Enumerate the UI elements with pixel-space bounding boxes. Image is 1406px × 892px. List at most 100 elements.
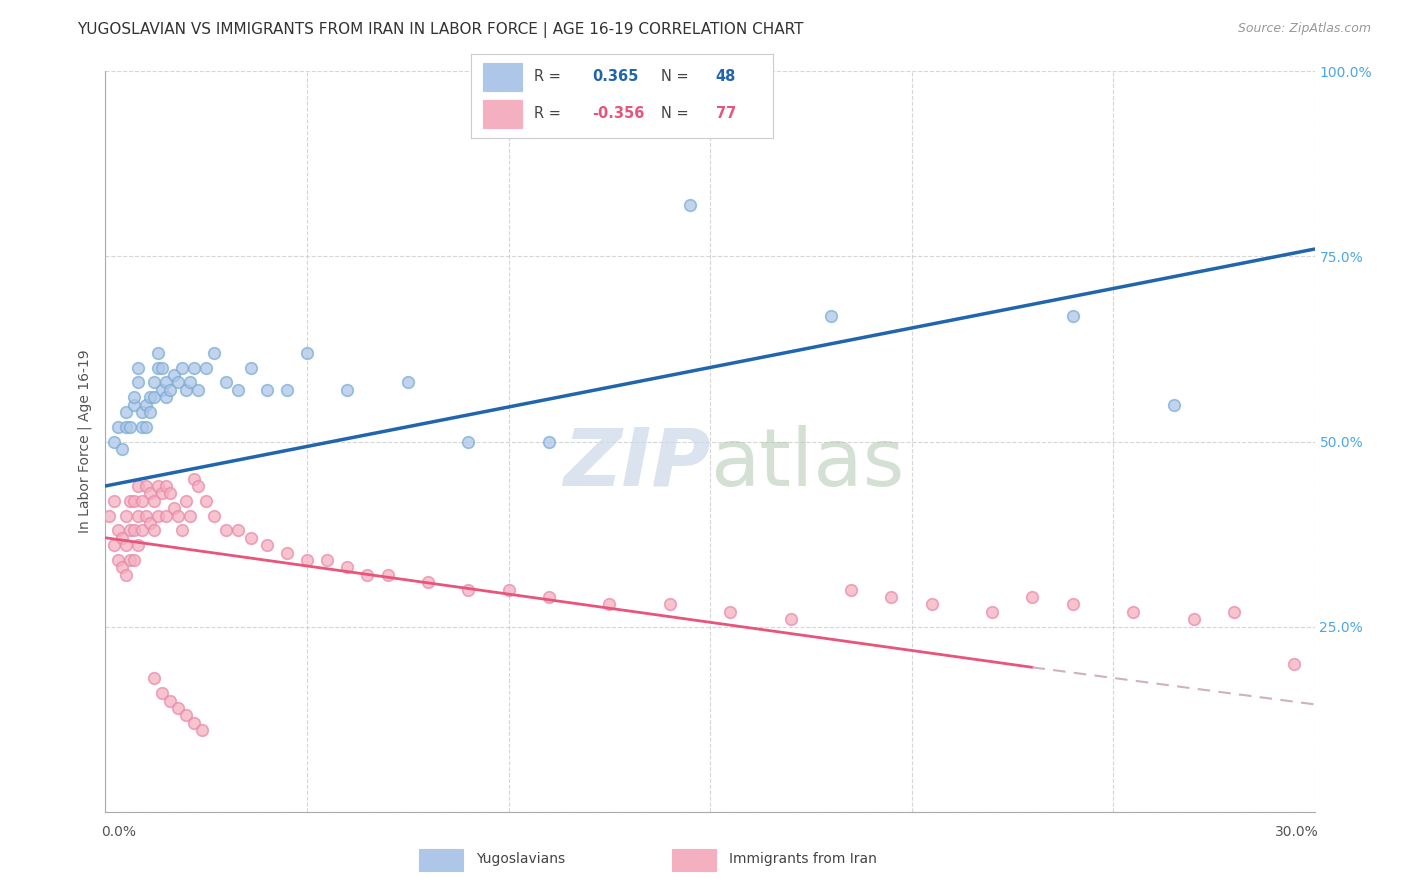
Bar [419,848,464,871]
Point [167,701,190,715]
Point [537,434,560,449]
Point [183,715,205,730]
Point [1163,398,1185,412]
Point [110,531,132,545]
Point [191,723,214,738]
Point [127,376,149,390]
Point [981,605,1004,619]
Point [110,560,132,574]
Point [187,383,209,397]
Point [142,390,165,404]
Point [170,524,193,538]
Point [658,598,681,612]
Point [146,479,169,493]
Point [146,508,169,523]
Point [174,383,197,397]
Point [155,508,177,523]
Point [159,694,181,708]
Point [107,419,129,434]
Point [377,567,399,582]
Point [150,383,173,397]
Point [1021,590,1043,604]
Text: 0.365: 0.365 [592,69,638,84]
Point [718,605,741,619]
Point [1284,657,1306,671]
Point [187,479,209,493]
Point [202,508,225,523]
Point [215,376,238,390]
Point [103,493,125,508]
Text: atlas: atlas [710,425,904,503]
Point [122,553,145,567]
Point [820,309,842,323]
Point [167,508,190,523]
Point [1182,612,1205,626]
Point [295,553,318,567]
Point [276,383,298,397]
Point [155,390,177,404]
Point [139,486,162,500]
Point [295,345,318,359]
Point [139,390,162,404]
Point [356,567,378,582]
Point [135,508,157,523]
Point [142,672,165,686]
Point [155,376,177,390]
Point [103,538,125,552]
Point [880,590,903,604]
Text: Source: ZipAtlas.com: Source: ZipAtlas.com [1237,22,1371,36]
Point [127,360,149,375]
Point [135,419,157,434]
Point [215,524,238,538]
Point [163,501,186,516]
Point [107,524,129,538]
Point [103,434,125,449]
Point [139,405,162,419]
Point [110,442,132,456]
Point [142,376,165,390]
Point [170,360,193,375]
Point [537,590,560,604]
Point [174,708,197,723]
Point [336,383,359,397]
Point [127,479,149,493]
Point [457,582,479,597]
Point [122,390,145,404]
Text: N =: N = [661,106,689,121]
Point [228,383,250,397]
Point [155,479,177,493]
Point [839,582,862,597]
Point [142,493,165,508]
Point [921,598,943,612]
Point [107,553,129,567]
Point [276,546,298,560]
Y-axis label: In Labor Force | Age 16-19: In Labor Force | Age 16-19 [77,350,93,533]
Point [150,360,173,375]
Point [114,508,136,523]
Point [150,686,173,700]
Point [131,493,153,508]
Point [135,479,157,493]
Point [183,471,205,485]
Text: ZIP: ZIP [562,425,710,503]
Bar [484,62,523,91]
Point [396,376,419,390]
Point [1062,309,1084,323]
Point [142,524,165,538]
Point [256,538,278,552]
Point [122,493,145,508]
Point [183,360,205,375]
Point [256,383,278,397]
Point [174,493,197,508]
Point [114,538,136,552]
Bar [672,848,716,871]
Point [1223,605,1246,619]
Point [127,508,149,523]
Point [159,486,181,500]
Point [498,582,520,597]
Point [122,398,145,412]
Text: 48: 48 [716,69,737,84]
Point [195,493,218,508]
Point [239,360,262,375]
Text: Yugoslavians: Yugoslavians [475,852,565,865]
